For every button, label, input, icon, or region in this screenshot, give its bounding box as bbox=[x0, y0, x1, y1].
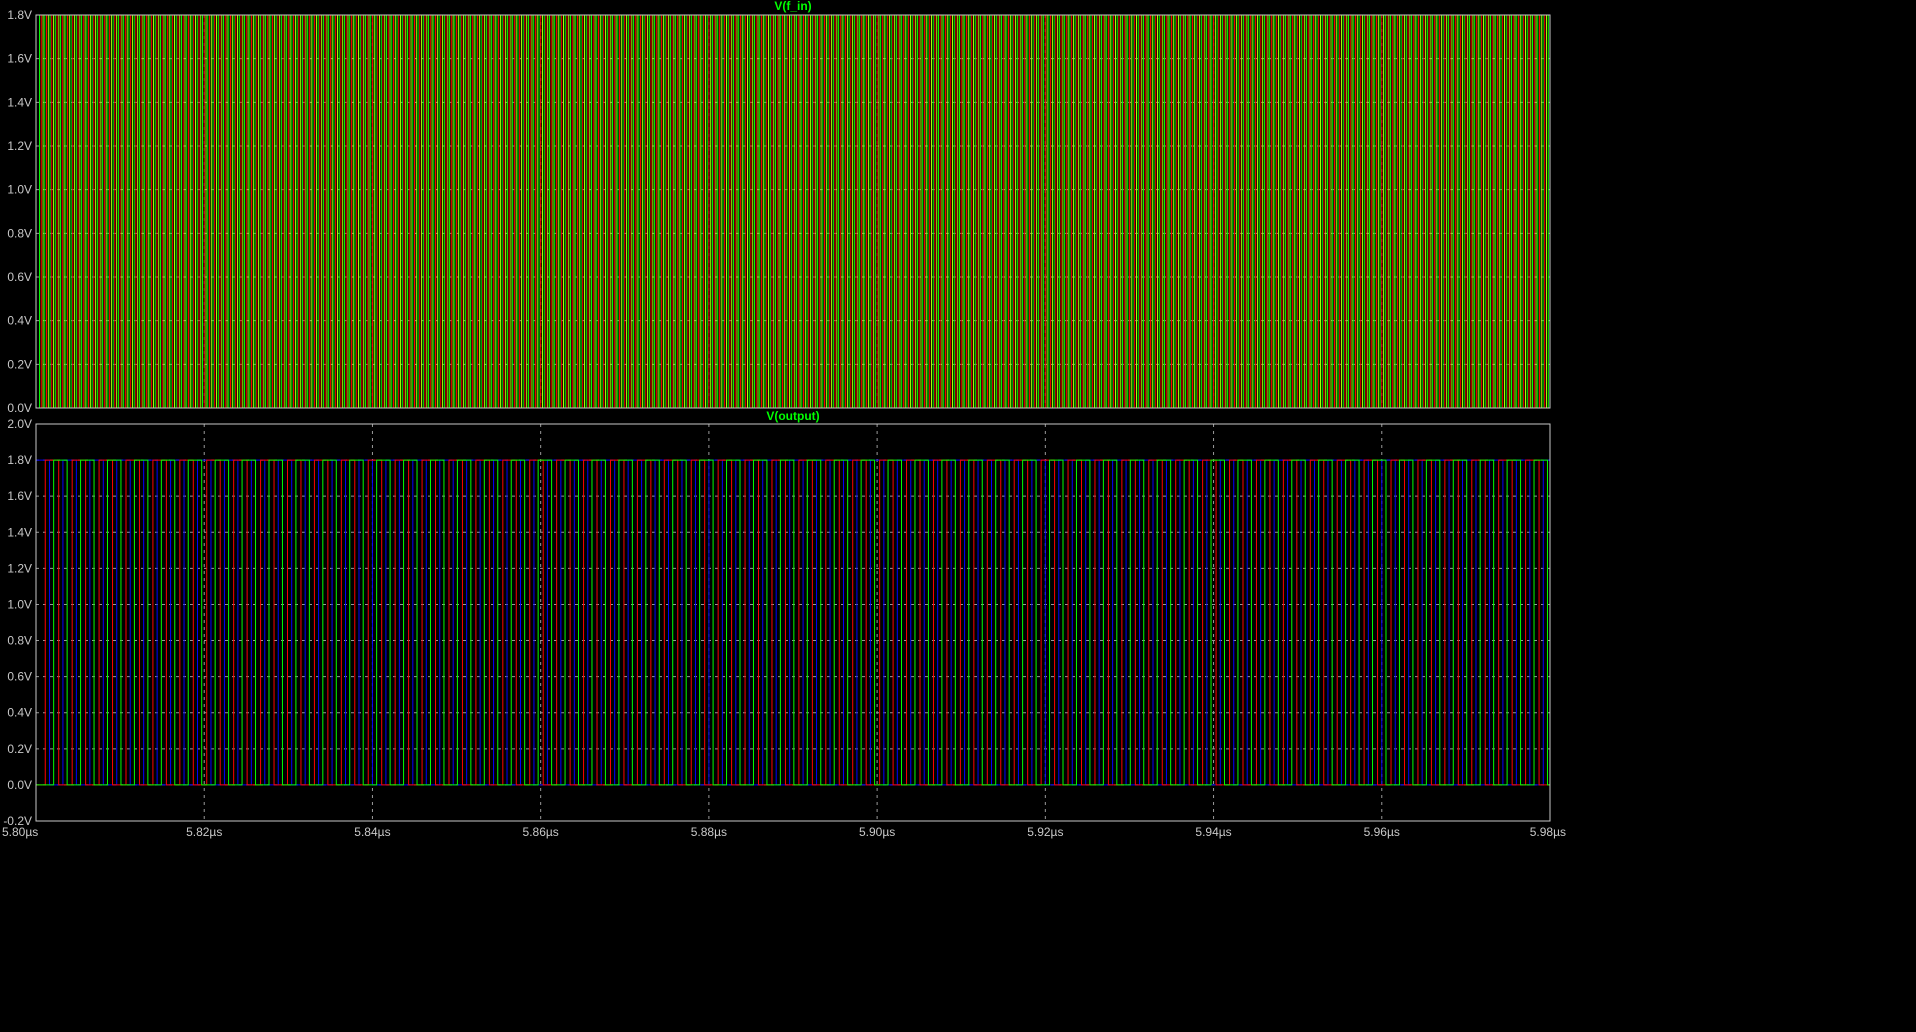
pane-output-y-ticks: -0.2V 0.0V 0.2V 0.4V 0.6V 0.8V 1.0V 1.2V 1.4V 1.6… bbox=[3, 417, 32, 828]
y-tick-label: 1.4V bbox=[7, 525, 32, 539]
y-tick-label: 1.8V bbox=[7, 453, 32, 467]
pane-output-traces bbox=[35, 459, 1550, 786]
y-tick-label: 0.4V bbox=[7, 314, 32, 328]
pane-output-frame bbox=[35, 423, 1551, 822]
x-tick-label: 5.98µs bbox=[1530, 825, 1566, 839]
y-tick-label: 0.6V bbox=[7, 270, 32, 284]
x-tick-label: 5.96µs bbox=[1364, 825, 1400, 839]
pane-f-in-title: V(f_in) bbox=[774, 0, 811, 13]
pane-f-in-y-ticks: 0.0V 0.2V 0.4V 0.6V 0.8V 1.0V 1.2V 1.4V 1.6V 1.8V bbox=[7, 8, 32, 415]
y-tick-label: 0.0V bbox=[7, 778, 32, 792]
y-tick-label: 1.6V bbox=[7, 489, 32, 503]
x-tick-label: 5.92µs bbox=[1027, 825, 1063, 839]
x-tick-label: 5.88µs bbox=[691, 825, 727, 839]
y-tick-label: 0.8V bbox=[7, 226, 32, 240]
y-tick-label: 1.8V bbox=[7, 8, 32, 22]
x-tick-label: 5.90µs bbox=[859, 825, 895, 839]
y-tick-label: 1.2V bbox=[7, 139, 32, 153]
pane-output-title: V(output) bbox=[766, 409, 819, 423]
trace-series-3 bbox=[36, 14, 1550, 409]
y-tick-label: 0.8V bbox=[7, 634, 32, 648]
y-tick-label: 0.4V bbox=[7, 706, 32, 720]
trace-series-2 bbox=[36, 459, 1550, 786]
x-tick-label: 5.80µs bbox=[2, 825, 38, 839]
y-tick-label: 1.4V bbox=[7, 95, 32, 109]
pane-output: -0.2V 0.0V 0.2V 0.4V 0.6V 0.8V 1.0V 1.2V 1.4V 1.6… bbox=[2, 409, 1566, 839]
y-tick-label: 0.2V bbox=[7, 742, 32, 756]
x-tick-label: 5.82µs bbox=[186, 825, 222, 839]
y-tick-label: -0.2V bbox=[3, 814, 32, 828]
y-tick-label: 0.0V bbox=[7, 401, 32, 415]
x-tick-label: 5.84µs bbox=[354, 825, 390, 839]
y-tick-label: 1.6V bbox=[7, 52, 32, 66]
pane-f-in-frame bbox=[35, 14, 1551, 409]
y-tick-label: 1.0V bbox=[7, 183, 32, 197]
x-tick-label: 5.86µs bbox=[523, 825, 559, 839]
y-tick-label: 0.2V bbox=[7, 357, 32, 371]
pane-f-in: 0.0V 0.2V 0.4V 0.6V 0.8V 1.0V 1.2V 1.4V 1.6V 1.8V… bbox=[7, 0, 1551, 415]
x-tick-label: 5.94µs bbox=[1195, 825, 1231, 839]
y-tick-label: 1.2V bbox=[7, 561, 32, 575]
y-tick-label: 0.6V bbox=[7, 670, 32, 684]
trace-series-3 bbox=[36, 459, 1550, 786]
pane-output-x-ticks: 5.80µs 5.82µs 5.84µs 5.86µs 5.88µs 5.90µs 5.92… bbox=[2, 825, 1566, 839]
y-tick-label: 1.0V bbox=[7, 597, 32, 611]
y-tick-label: 2.0V bbox=[7, 417, 32, 431]
